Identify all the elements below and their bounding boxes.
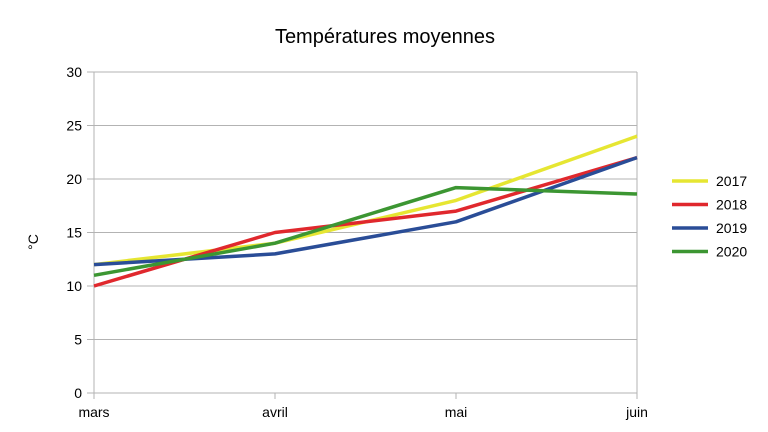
y-tick-label: 20 (66, 171, 82, 187)
series-line-2020 (93, 185, 638, 278)
y-tick-labels: 0 5 10 15 20 25 30 (66, 64, 82, 401)
legend-label-2017: 2017 (716, 173, 747, 189)
y-tick-label: 0 (74, 385, 82, 401)
y-tick-label: 15 (66, 225, 82, 241)
chart-title: Températures moyennes (275, 26, 495, 48)
y-tick-label: 30 (66, 64, 82, 80)
grid-lines (87, 71, 637, 394)
y-axis-label: °C (25, 234, 41, 250)
series-line-2019 (93, 155, 638, 267)
series-lines (93, 134, 638, 288)
series-line-2018 (93, 155, 638, 288)
x-tick-label: mai (445, 404, 468, 420)
y-tick-label: 5 (74, 332, 82, 348)
legend: 2017 2018 2019 2020 (672, 173, 747, 260)
y-tick-label: 25 (66, 118, 82, 134)
series-line-2017 (93, 134, 638, 267)
x-tick-label: mars (78, 404, 109, 420)
x-tick-label: juin (625, 404, 648, 420)
x-tick-labels: mars avril mai juin (78, 404, 647, 420)
y-tick-label: 10 (66, 278, 82, 294)
legend-label-2018: 2018 (716, 197, 747, 213)
axes (93, 72, 638, 399)
legend-label-2019: 2019 (716, 220, 747, 236)
legend-label-2020: 2020 (716, 244, 747, 260)
x-tick-label: avril (262, 404, 288, 420)
